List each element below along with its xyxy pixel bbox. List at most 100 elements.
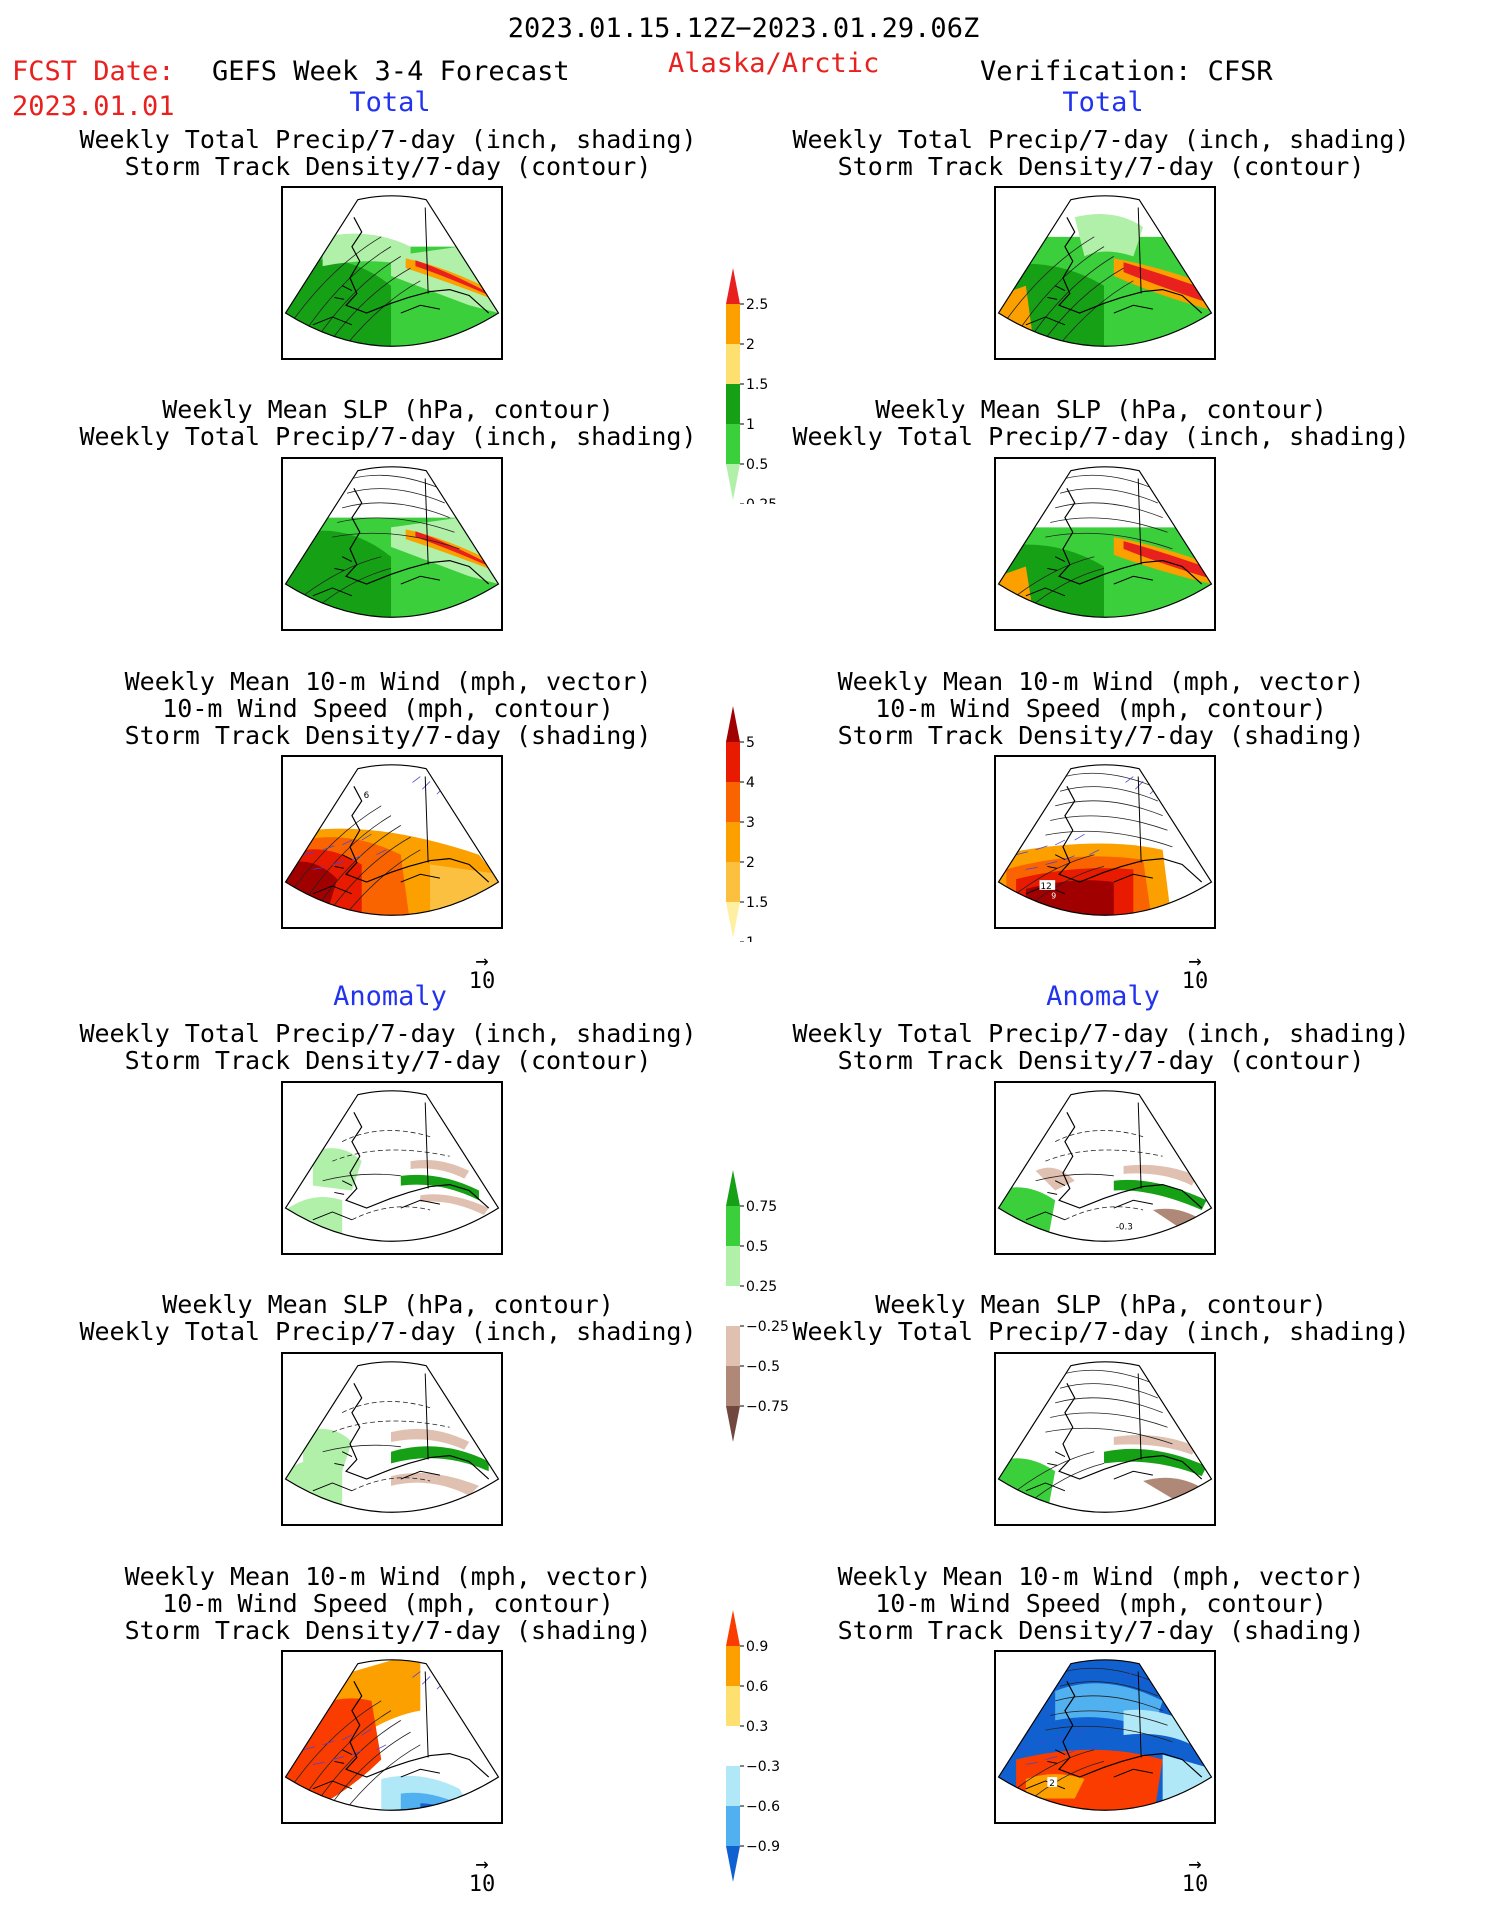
arrow-right-icon: →	[1188, 949, 1202, 974]
arrow-right-icon: →	[475, 1852, 489, 1877]
arrow-right-icon: →	[1188, 1852, 1202, 1877]
panel-title: Weekly Mean SLP (hPa, contour) Weekly To…	[79, 395, 697, 451]
colorbar-segment	[726, 1366, 740, 1406]
colorbar-label: 0.25	[746, 1279, 777, 1295]
contour-label: 12	[1041, 882, 1052, 892]
section-total-left: Total	[349, 87, 431, 118]
colorbar-segment	[726, 1766, 740, 1806]
colorbar-segment	[726, 1326, 740, 1366]
map-panel-wind-storm-verification: 12 9	[994, 755, 1216, 929]
colorbar-arrow-top	[726, 706, 740, 742]
vector-reference: → 10	[1165, 1852, 1225, 1898]
colorbar-label: −0.9	[746, 1839, 780, 1855]
colorbar-arrow-bottom	[726, 464, 740, 500]
colorbar-label: 0.5	[746, 457, 768, 473]
model-title: GEFS Week 3-4 Forecast	[212, 56, 570, 87]
colorbar-segment	[726, 384, 740, 424]
colorbar-arrow-bottom	[726, 902, 740, 938]
panel-title: Weekly Total Precip/7-day (inch, shading…	[792, 1019, 1410, 1075]
vector-reference: → 10	[1165, 949, 1225, 995]
section-anomaly-left: Anomaly	[333, 981, 447, 1012]
fcst-label: FCST Date:	[12, 56, 175, 87]
colorbar-segment	[726, 862, 740, 902]
contour-label: 2	[1049, 1779, 1055, 1789]
colorbar-label: 0.3	[746, 1719, 768, 1735]
map-panel-anom-slp-verification	[994, 1352, 1216, 1526]
colorbar-arrow-top	[726, 1170, 740, 1206]
colorbar-label: 3	[746, 815, 755, 831]
colorbar-arrow-bottom	[726, 1406, 740, 1442]
colorbar-label: 5	[746, 735, 755, 751]
colorbar-label: −0.3	[746, 1759, 780, 1775]
map-panel-slp-precip-forecast	[281, 457, 503, 631]
colorbar-label: 2	[746, 337, 755, 353]
colorbar-segment	[726, 344, 740, 384]
colorbar-storm-total: 5 4 3 2 1.5 1	[720, 706, 810, 942]
colorbar-label: 0.9	[746, 1639, 768, 1655]
colorbar-segment	[726, 822, 740, 862]
map-panel-total-precip-forecast	[281, 186, 503, 360]
colorbar-arrow-top	[726, 268, 740, 304]
colorbar-storm-anom: 0.9 0.6 0.3 −0.3 −0.6 −0.9	[720, 1610, 810, 1886]
map-panel-total-precip-verification	[994, 186, 1216, 360]
colorbar-label: 0.25	[746, 497, 777, 504]
panel-title: Weekly Total Precip/7-day (inch, shading…	[792, 125, 1410, 181]
contour-label: -0.3	[1116, 1223, 1133, 1233]
colorbar-segment	[726, 1806, 740, 1846]
vector-reference: → 10	[452, 1852, 512, 1898]
contour-label: 9	[1051, 892, 1056, 901]
panel-title: Weekly Total Precip/7-day (inch, shading…	[79, 1019, 697, 1075]
section-anomaly-right: Anomaly	[1046, 981, 1160, 1012]
colorbar-label: 1.5	[746, 895, 768, 911]
colorbar-label: 2	[746, 855, 755, 871]
panel-title: Weekly Mean 10-m Wind (mph, vector) 10-m…	[837, 667, 1365, 750]
panel-title: Weekly Mean 10-m Wind (mph, vector) 10-m…	[124, 667, 652, 750]
colorbar-segment	[726, 424, 740, 464]
colorbar-precip-total: 2.5 2 1.5 1 0.5 0.25	[720, 268, 810, 504]
map-panel-anom-precip-forecast	[281, 1081, 503, 1255]
colorbar-segment	[726, 1686, 740, 1726]
colorbar-segment	[726, 782, 740, 822]
colorbar-segment	[726, 742, 740, 782]
colorbar-label: −0.6	[746, 1799, 780, 1815]
map-panel-slp-precip-verification	[994, 457, 1216, 631]
colorbar-label: 1.5	[746, 377, 768, 393]
colorbar-precip-anom: 0.75 0.5 0.25 −0.25 −0.5 −0.75	[720, 1170, 810, 1446]
map-panel-anom-wind-verification: 2	[994, 1650, 1216, 1824]
colorbar-label: −0.75	[746, 1399, 789, 1415]
colorbar-segment	[726, 1246, 740, 1286]
contour-label: 6	[364, 791, 370, 801]
colorbar-label: 1	[746, 417, 755, 433]
arrow-right-icon: →	[475, 949, 489, 974]
colorbar-segment	[726, 1206, 740, 1246]
colorbar-label: 0.5	[746, 1239, 768, 1255]
panel-title: Weekly Mean SLP (hPa, contour) Weekly To…	[792, 1290, 1410, 1346]
map-panel-wind-storm-forecast: 6	[281, 755, 503, 929]
colorbar-label: −0.25	[746, 1319, 789, 1335]
colorbar-label: 1	[746, 935, 755, 942]
panel-title: Weekly Mean SLP (hPa, contour) Weekly To…	[79, 1290, 697, 1346]
colorbar-segment	[726, 1726, 740, 1766]
map-panel-anom-slp-forecast	[281, 1352, 503, 1526]
panel-title: Weekly Total Precip/7-day (inch, shading…	[79, 125, 697, 181]
fcst-date: 2023.01.01	[12, 91, 175, 122]
panel-title: Weekly Mean 10-m Wind (mph, vector) 10-m…	[837, 1562, 1365, 1645]
panel-title: Weekly Mean 10-m Wind (mph, vector) 10-m…	[124, 1562, 652, 1645]
colorbar-label: 4	[746, 775, 755, 791]
colorbar-label: 0.6	[746, 1679, 768, 1695]
map-panel-anom-wind-forecast	[281, 1650, 503, 1824]
colorbar-segment	[726, 1646, 740, 1686]
colorbar-arrow-top	[726, 1610, 740, 1646]
colorbar-label: 0.75	[746, 1199, 777, 1215]
colorbar-segment	[726, 1286, 740, 1326]
vector-reference: → 10	[452, 949, 512, 995]
colorbar-segment	[726, 304, 740, 344]
colorbar-label: 2.5	[746, 297, 768, 313]
section-total-right: Total	[1062, 87, 1144, 118]
colorbar-label: −0.5	[746, 1359, 780, 1375]
map-panel-anom-precip-verification: -0.3	[994, 1081, 1216, 1255]
verification-label: Verification: CFSR	[980, 56, 1273, 87]
colorbar-arrow-bottom	[726, 1846, 740, 1882]
date-range: 2023.01.15.12Z−2023.01.29.06Z	[507, 13, 980, 44]
region-title: Alaska/Arctic	[668, 48, 880, 79]
